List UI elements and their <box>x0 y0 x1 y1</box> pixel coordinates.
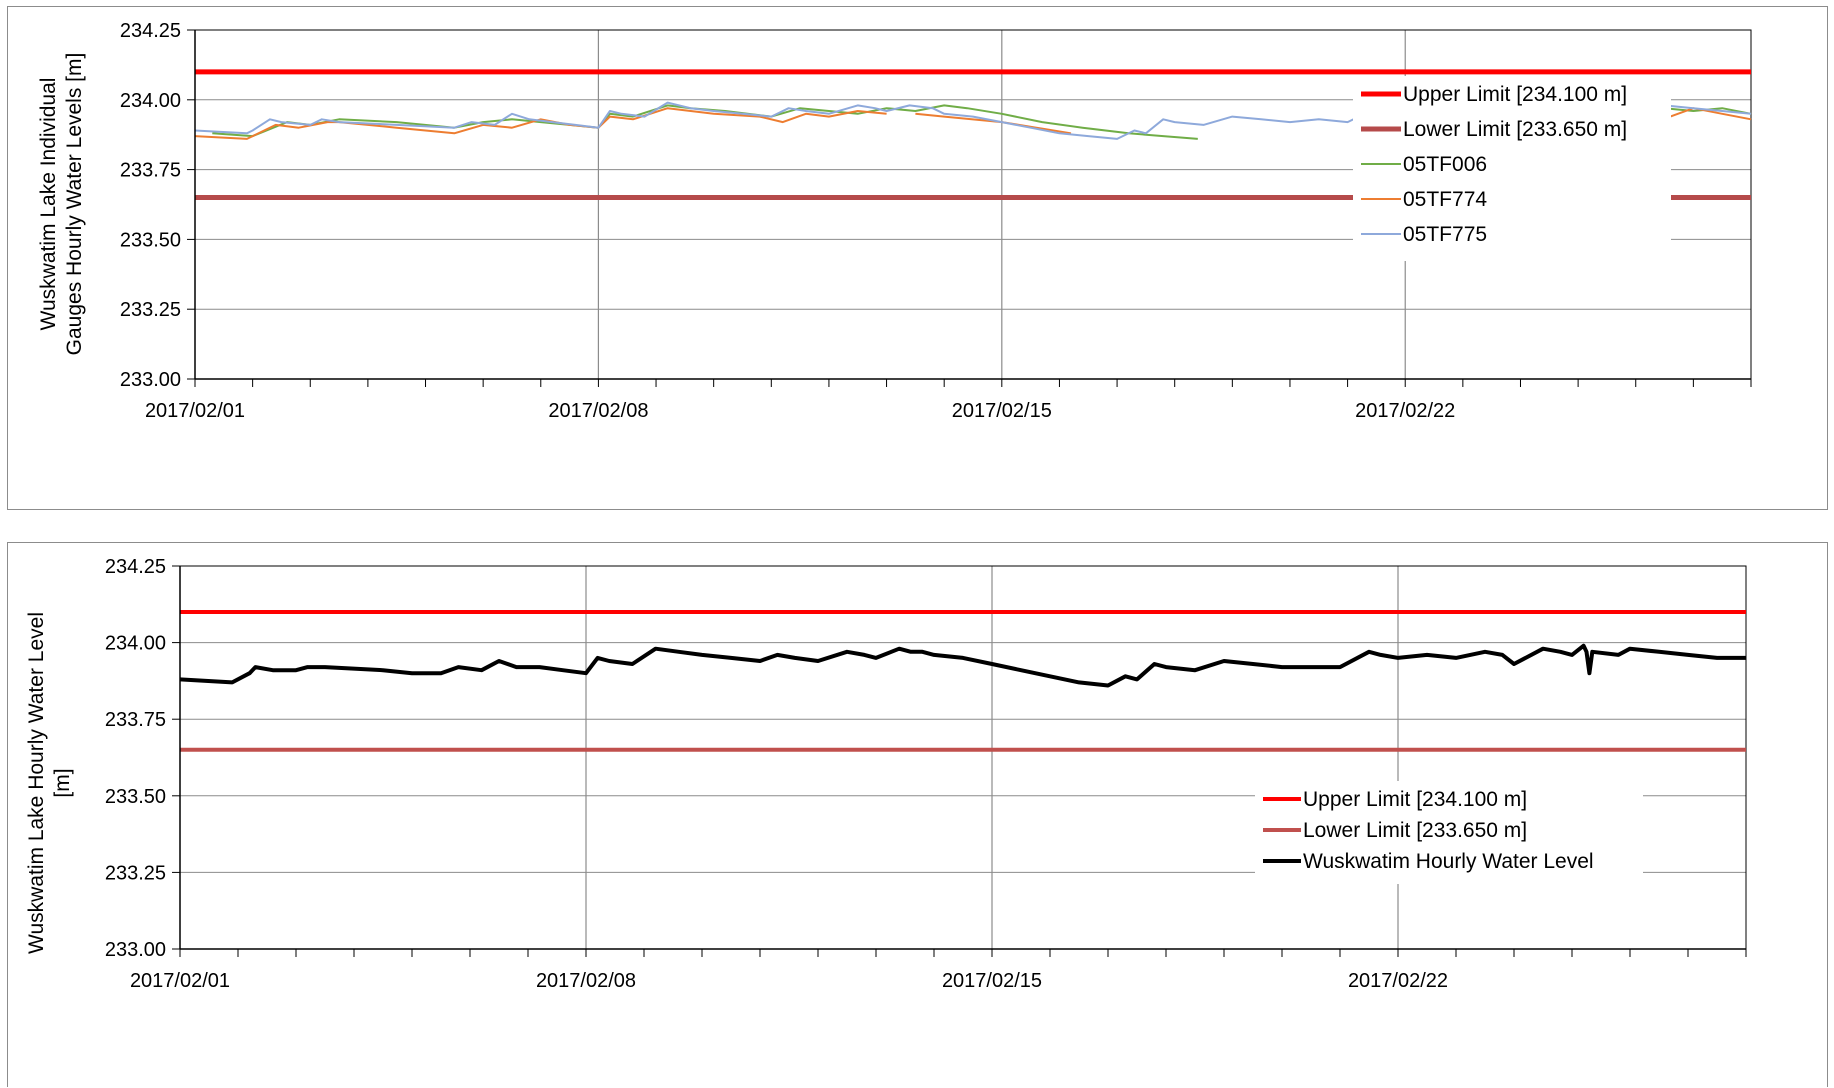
legend-label: Lower Limit [233.650 m] <box>1403 118 1627 141</box>
legend-label: 05TF775 <box>1403 223 1487 246</box>
x-tick-label: 2017/02/01 <box>145 400 245 422</box>
plot-area <box>179 565 1747 950</box>
chart-panel-hourly-water-level: 233.00 233.25 233.50 233.75 234.00 234.25 2017… <box>7 542 1828 1087</box>
chart-hourly-water-level: 233.00 233.25 233.50 233.75 234.00 234.25 2017… <box>25 556 1747 992</box>
chart-panel-individual-gauges: 233.00 233.25 233.50 233.75 234.00 234.25 2017… <box>7 6 1828 510</box>
legend-box <box>1255 781 1643 884</box>
y-tick-label: 233.00 <box>120 369 181 391</box>
y-tick-label: 233.50 <box>120 229 181 251</box>
x-tick-label: 2017/02/08 <box>548 400 648 422</box>
y-tick-label: 234.00 <box>120 90 181 112</box>
x-tick-label: 2017/02/08 <box>536 970 636 992</box>
legend-label: Wuskwatim Hourly Water Level <box>1303 850 1594 873</box>
legend-label: Upper Limit [234.100 m] <box>1403 83 1627 106</box>
x-tick-label: 2017/02/01 <box>130 970 230 992</box>
y-tick-label: 234.25 <box>120 20 181 42</box>
y-tick-label: 233.50 <box>105 786 166 808</box>
y-tick-label: 233.75 <box>120 160 181 182</box>
y-tick-label: 233.25 <box>120 299 181 321</box>
legend-label: Lower Limit [233.650 m] <box>1303 819 1527 842</box>
legend-label: 05TF774 <box>1403 188 1487 211</box>
y-axis-title: Wuskwatim Lake Individual <box>37 78 60 331</box>
legend-label: Upper Limit [234.100 m] <box>1303 788 1527 811</box>
y-axis-title: [m] <box>51 768 74 797</box>
x-tick-label: 2017/02/22 <box>1348 970 1448 992</box>
y-axis-title: Wuskwatim Lake Hourly Water Level <box>25 612 48 954</box>
series-line-3 <box>179 643 1746 688</box>
y-tick-label: 234.25 <box>105 556 166 578</box>
y-axis-title: Gauges Hourly Water Levels [m] <box>63 53 86 356</box>
x-tick-label: 2017/02/22 <box>1355 400 1455 422</box>
y-tick-label: 233.00 <box>105 939 166 961</box>
x-tick-label: 2017/02/15 <box>952 400 1052 422</box>
y-tick-label: 233.25 <box>105 862 166 884</box>
chart-individual-gauges: 233.00 233.25 233.50 233.75 234.00 234.25 2017… <box>37 20 1752 422</box>
legend-label: 05TF006 <box>1403 153 1487 176</box>
y-tick-label: 234.00 <box>105 633 166 655</box>
legend-box <box>1353 76 1671 261</box>
x-tick-label: 2017/02/15 <box>942 970 1042 992</box>
y-tick-label: 233.75 <box>105 709 166 731</box>
